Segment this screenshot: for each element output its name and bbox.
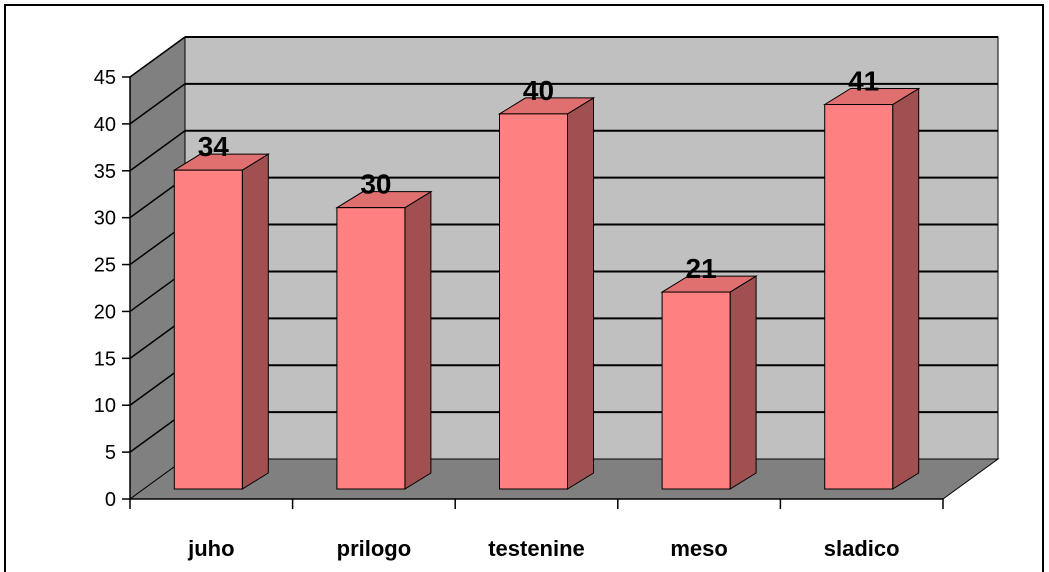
y-axis-tick-labels: 0 5 10 15 20 25 30 35 40 45 [94,67,116,511]
y-tick-label: 25 [94,255,116,277]
data-label: 21 [686,253,717,284]
bar-front [661,291,731,490]
bar-side [404,190,432,490]
x-tick-label: meso [670,536,727,561]
bar [497,96,596,490]
data-label: 40 [523,75,554,106]
x-tick-label: testenine [488,536,585,561]
bar-side [567,96,594,490]
gridline-side [129,83,186,125]
y-tick-label: 0 [105,489,116,511]
y-tick-label: 20 [94,301,116,323]
gridline-side [129,36,186,78]
y-tick-label: 45 [94,67,116,89]
y-tick-label: 5 [105,442,116,464]
x-tick-label: prilogo [337,536,412,561]
axes [122,76,944,509]
bar [822,87,921,490]
data-labels: 34 30 40 21 41 [198,66,880,285]
y-tick-label: 10 [94,395,116,417]
bar [660,275,758,490]
bar-side [892,87,920,490]
bar-front [173,169,243,490]
y-tick-label: 35 [94,161,116,183]
data-label: 41 [848,66,879,97]
x-axis-tick-labels: juho prilogo testenine meso sladico [187,536,900,561]
y-tick-label: 40 [94,114,116,136]
y-tick-label: 30 [94,208,116,230]
y-tick-label: 15 [94,348,116,370]
bars [172,87,921,490]
gridline-side [129,130,186,172]
x-tick-label: sladico [824,536,900,561]
bar-front [824,104,894,490]
bar [172,153,271,490]
bar-side [241,153,269,490]
bar-front [336,207,406,490]
data-label: 30 [360,169,391,200]
bar-front [499,113,568,490]
x-tick-label: juho [187,536,234,561]
data-label: 34 [198,131,230,162]
bar [335,190,433,490]
bar-side [729,275,757,490]
